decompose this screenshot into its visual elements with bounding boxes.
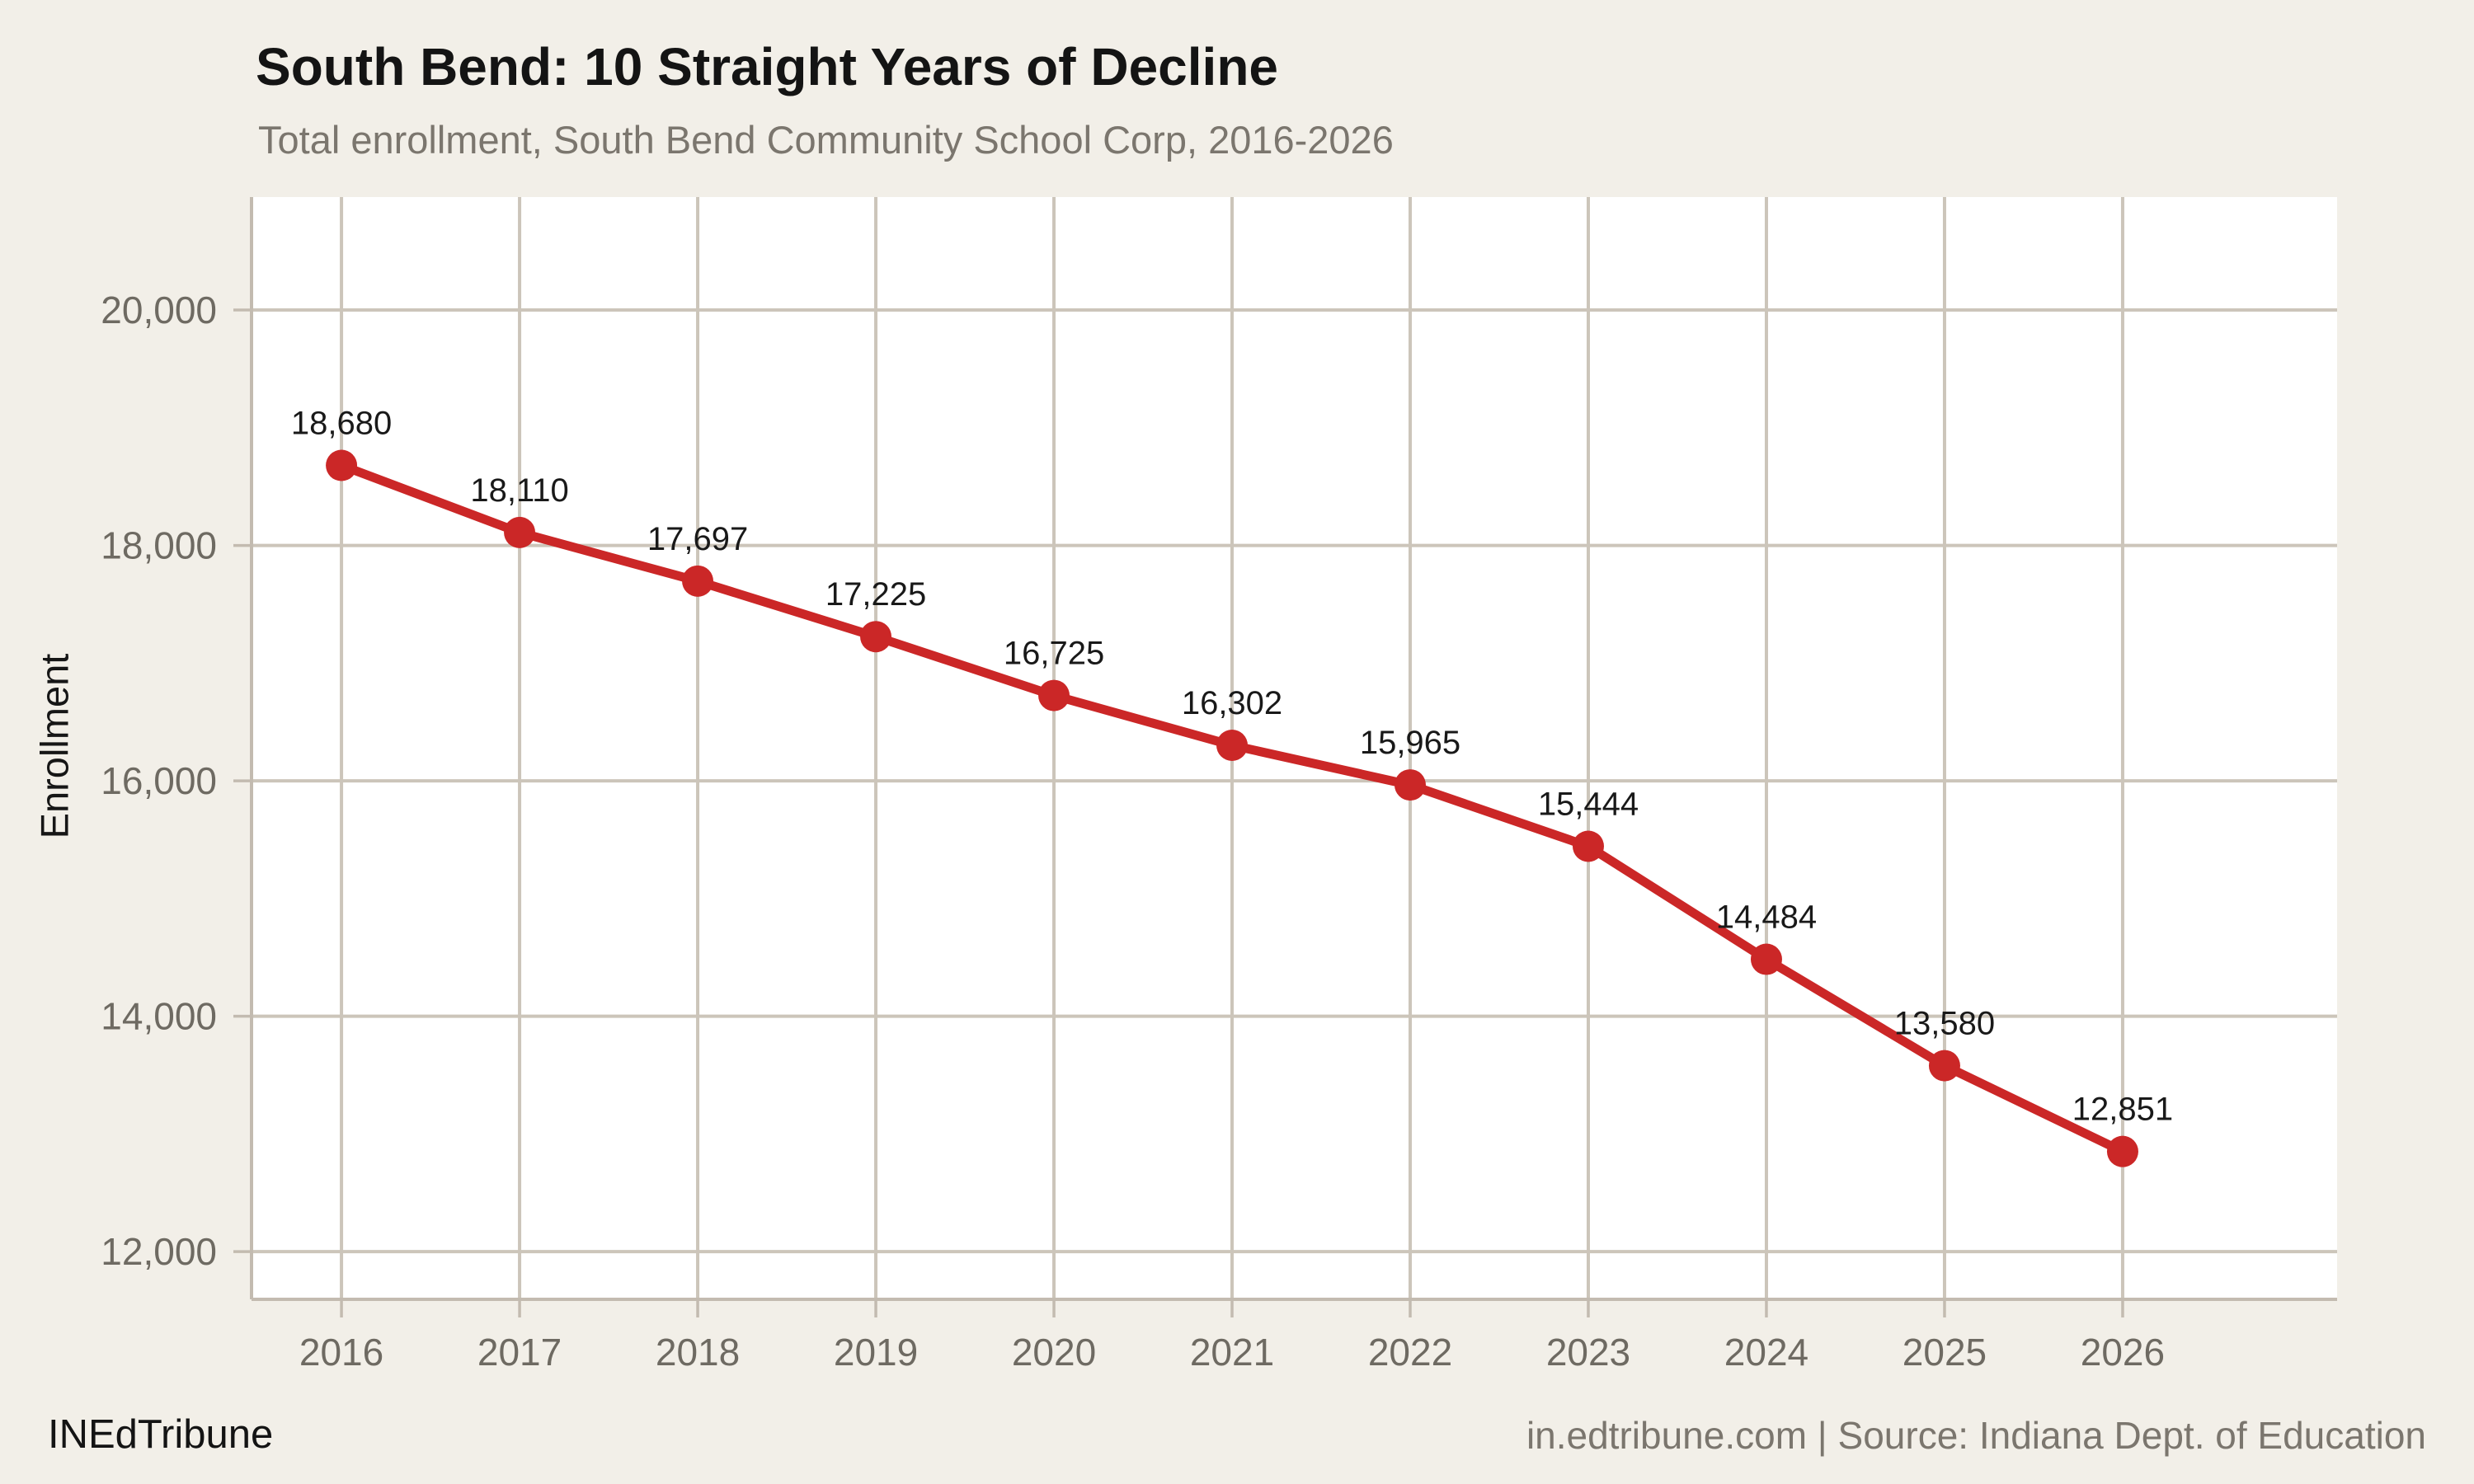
- gridlines: [252, 197, 2337, 1299]
- data-point-marker: [2106, 1135, 2138, 1167]
- x-tick-label: 2016: [299, 1331, 383, 1374]
- y-tick-labels: 12,000 14,000 16,000 18,000 20,000: [101, 289, 217, 1273]
- chart-subtitle: Total enrollment, South Bend Community S…: [258, 118, 1394, 162]
- data-point-marker: [1216, 730, 1249, 762]
- data-point-label: 14,484: [1716, 899, 1817, 936]
- data-point-marker: [1038, 679, 1070, 711]
- data-point-label: 16,302: [1182, 685, 1282, 721]
- x-tick-label: 2019: [834, 1331, 918, 1374]
- data-point-label: 16,725: [1004, 636, 1104, 672]
- data-point-label: 15,444: [1538, 786, 1639, 822]
- x-tick-label: 2017: [477, 1331, 562, 1374]
- data-point-label: 17,225: [825, 576, 926, 613]
- x-tick-label: 2023: [1546, 1331, 1630, 1374]
- data-point-label: 18,680: [291, 406, 392, 442]
- data-point-marker: [1395, 769, 1426, 801]
- data-point-label: 13,580: [1894, 1006, 1995, 1042]
- data-point-label: 12,851: [2072, 1092, 2173, 1128]
- data-point-marker: [860, 621, 892, 653]
- data-point-marker: [504, 516, 536, 548]
- x-tick-label: 2024: [1724, 1331, 1808, 1374]
- x-tick-label: 2025: [1903, 1331, 1987, 1374]
- x-tick-label: 2020: [1012, 1331, 1096, 1374]
- data-point-marker: [682, 565, 714, 597]
- axes: [233, 197, 2337, 1317]
- footer-source-attribution: in.edtribune.com | Source: Indiana Dept.…: [1526, 1414, 2426, 1457]
- plot-area-background: [252, 197, 2337, 1299]
- y-tick-label: 16,000: [101, 759, 217, 802]
- chart-title: South Bend: 10 Straight Years of Decline: [256, 37, 1278, 96]
- y-tick-label: 14,000: [101, 995, 217, 1038]
- data-point-marker: [1572, 830, 1604, 862]
- y-tick-label: 18,000: [101, 524, 217, 567]
- data-point-label: 15,965: [1360, 725, 1460, 761]
- data-point-marker: [326, 449, 358, 481]
- y-tick-label: 12,000: [101, 1230, 217, 1273]
- y-tick-label: 20,000: [101, 289, 217, 331]
- data-point-marker: [1928, 1050, 1960, 1082]
- data-point-label: 17,697: [647, 521, 748, 557]
- x-tick-label: 2022: [1368, 1331, 1452, 1374]
- data-points: [326, 449, 2138, 1167]
- data-point-marker: [1750, 943, 1782, 975]
- x-tick-label: 2021: [1190, 1331, 1274, 1374]
- x-tick-label: 2018: [656, 1331, 740, 1374]
- footer-brand: INEdTribune: [48, 1412, 274, 1457]
- data-point-label: 18,110: [470, 472, 568, 509]
- x-tick-labels: 2016 2017 2018 2019 2020 2021 2022 2023 2024 2025…: [299, 1331, 2165, 1374]
- x-tick-label: 2026: [2081, 1331, 2165, 1374]
- data-labels: 18,680 18,110 17,697 17,225 16,725 16,302 15,9…: [291, 406, 2173, 1128]
